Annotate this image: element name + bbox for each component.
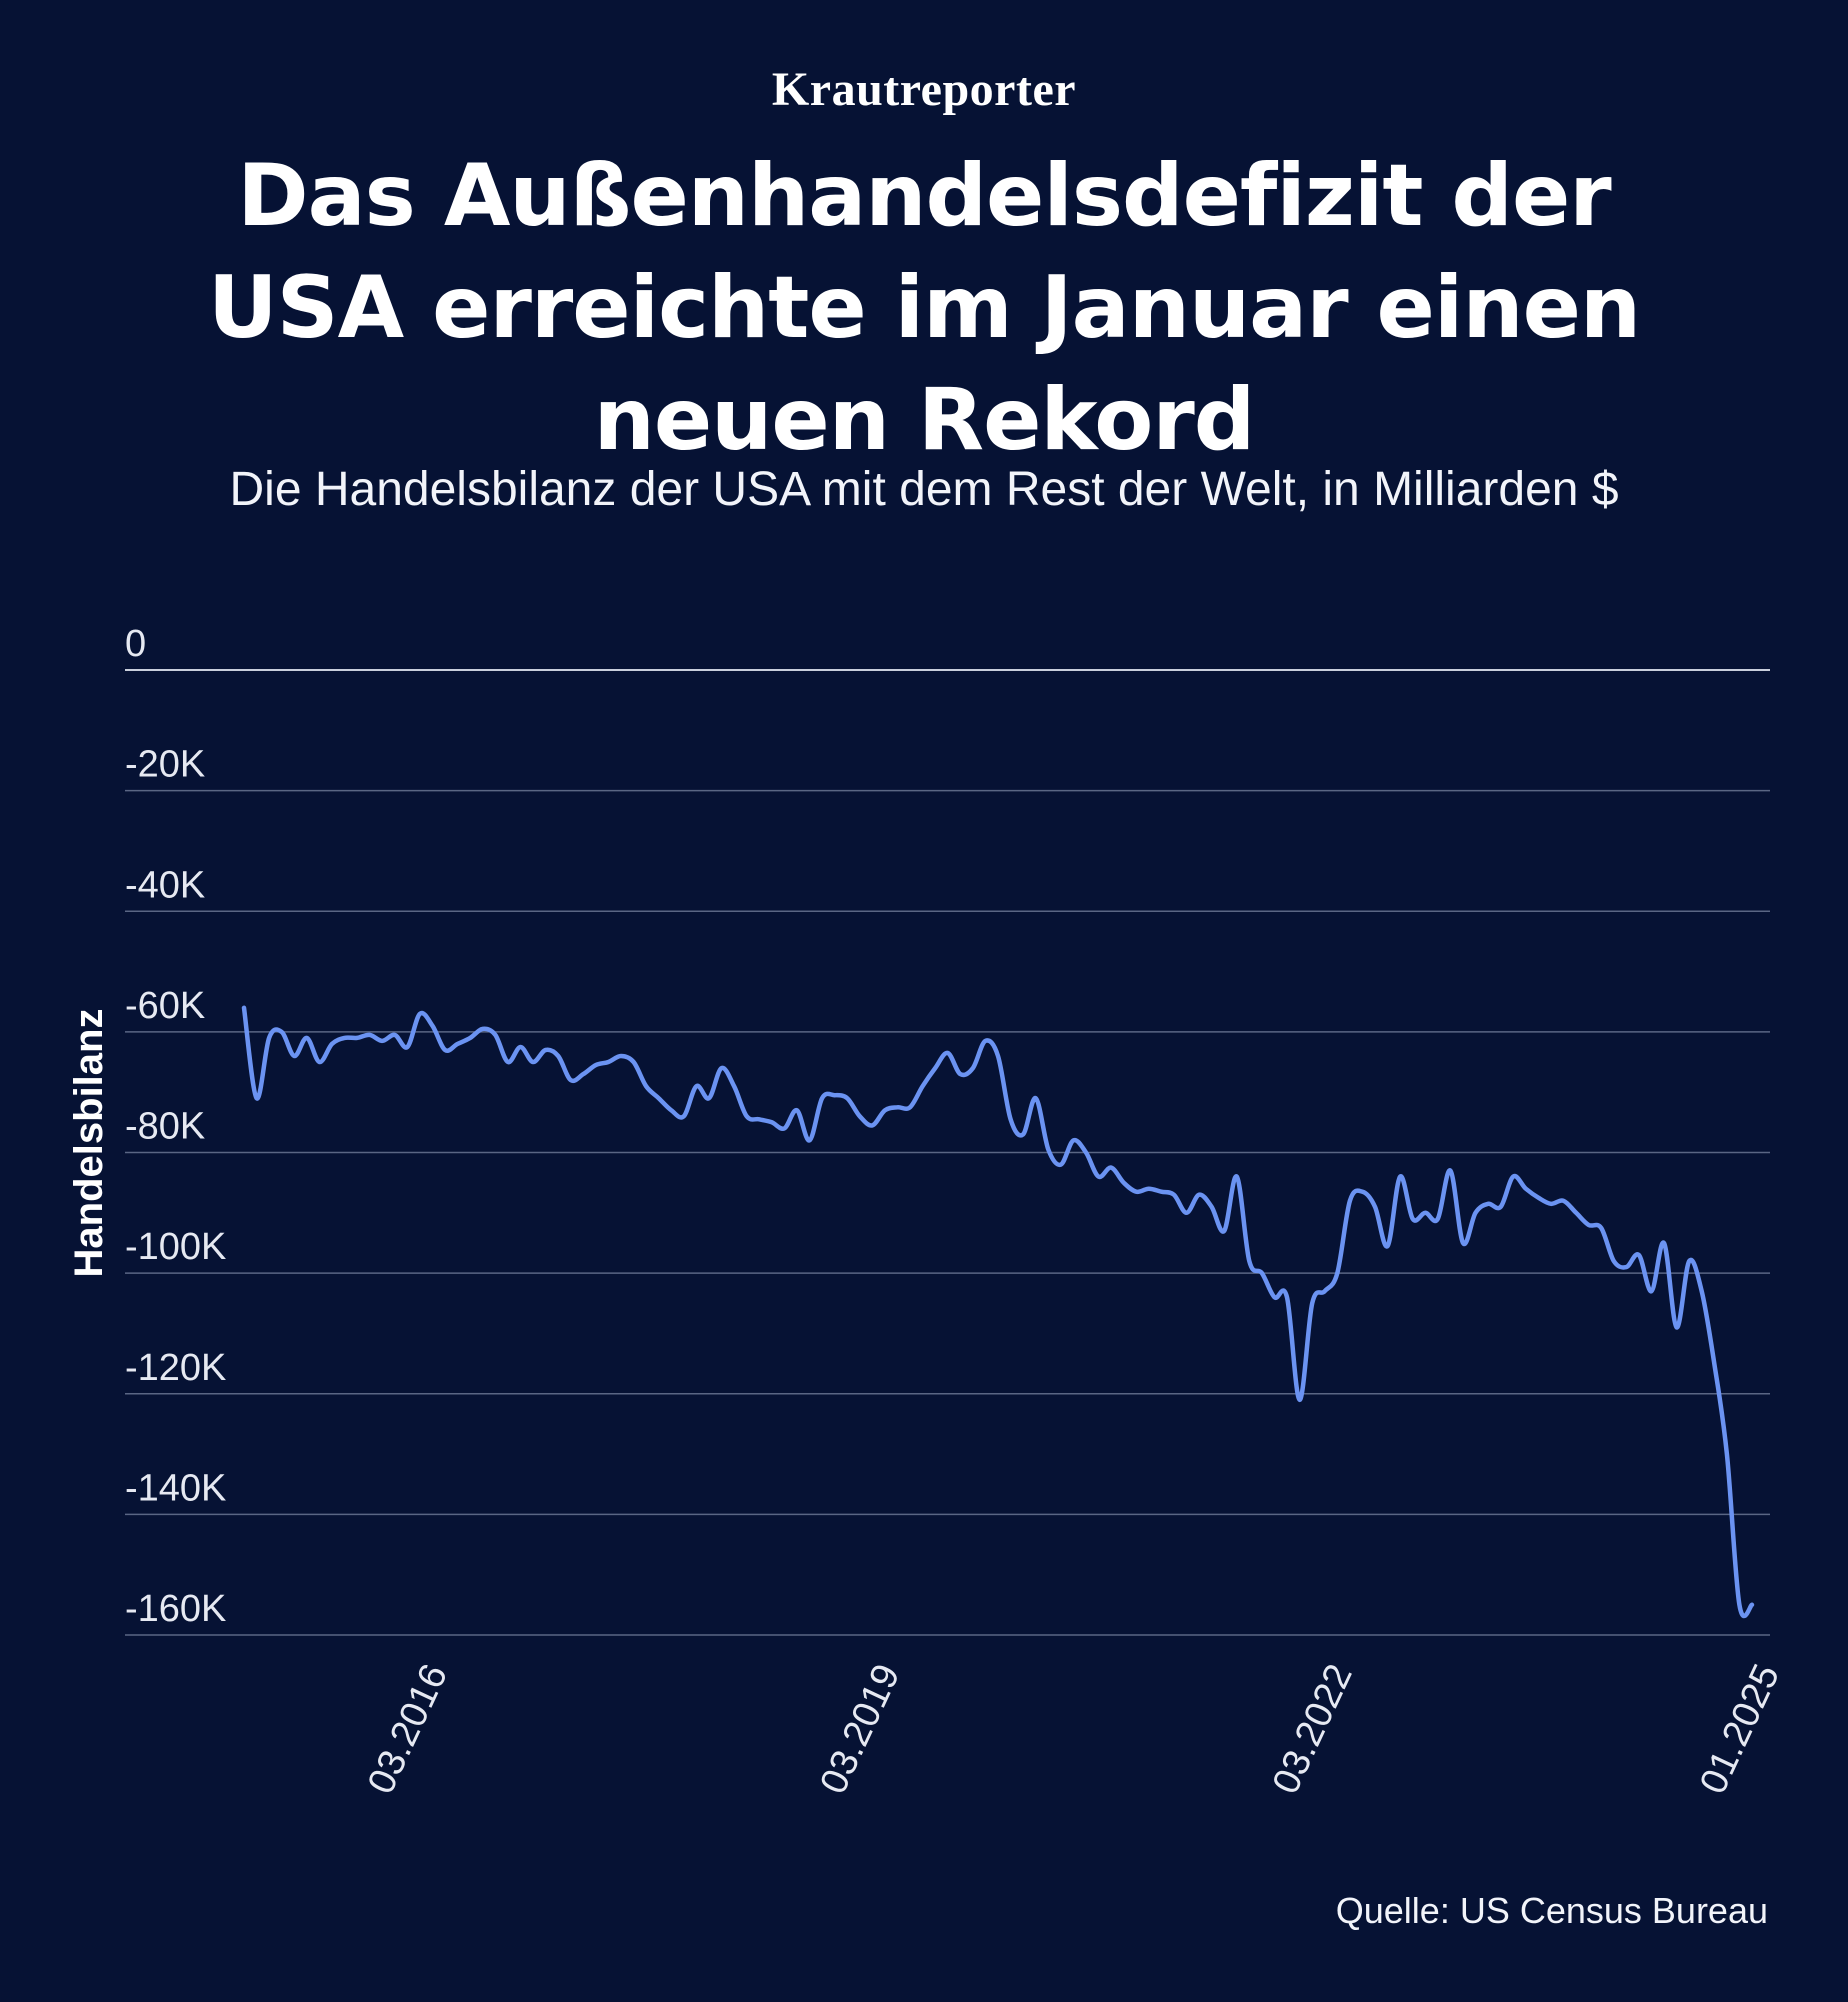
chart-subtitle: Die Handelsbilanz der USA mit dem Rest d… [229, 463, 1619, 516]
x-tick-label: 03.2016 [360, 1658, 456, 1800]
y-tick-label: -160K [125, 1588, 226, 1630]
x-tick-label: 01.2025 [1692, 1658, 1788, 1800]
y-tick-label: -140K [125, 1467, 226, 1509]
y-tick-label: -20K [125, 744, 205, 786]
y-tick-label: -80K [125, 1106, 205, 1148]
source-note: Quelle: US Census Bureau [1335, 1890, 1768, 1931]
chart-title: Das Außenhandelsdefizit der USA erreicht… [207, 146, 1641, 470]
y-axis-ticks: 0 -20K -40K -60K -80K -100K -120K -140K -160K [125, 623, 226, 1630]
y-tick-label: -40K [125, 864, 205, 906]
x-tick-label: 03.2022 [1265, 1658, 1361, 1800]
x-tick-label: 03.2019 [812, 1658, 908, 1800]
y-axis-label: Handelsbilanz [67, 1009, 111, 1278]
y-tick-label: -100K [125, 1226, 226, 1268]
y-tick-label: -120K [125, 1347, 226, 1389]
data-points [242, 1006, 1754, 1607]
gridlines [125, 669, 1770, 1636]
brand-logo: Krautreporter [771, 63, 1077, 116]
y-tick-label: -60K [125, 985, 205, 1027]
x-axis-ticks: 03.2016 03.2019 03.2022 01.2025 [360, 1658, 1788, 1800]
y-tick-label: 0 [125, 623, 146, 665]
series-line [241, 1005, 1755, 1619]
